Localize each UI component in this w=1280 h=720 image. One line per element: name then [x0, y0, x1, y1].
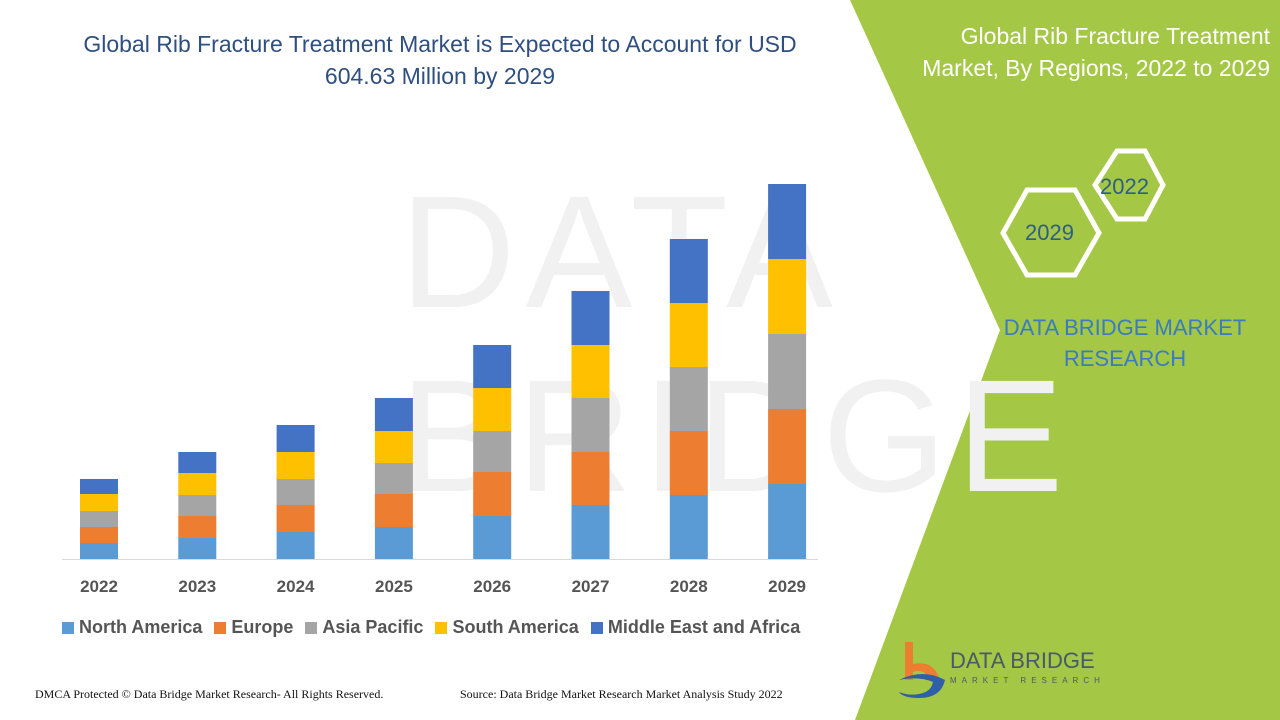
x-tick-label: 2022: [80, 577, 118, 596]
bar-segment-north-america-2027: [571, 505, 610, 559]
x-tick-label: 2026: [473, 577, 511, 596]
bar-segment-north-america-2024: [276, 532, 315, 559]
bar-segment-europe-2029: [768, 409, 807, 484]
bar-segment-north-america-2028: [669, 495, 708, 559]
legend-label: Middle East and Africa: [607, 617, 801, 637]
legend-item: North America: [62, 617, 202, 638]
bar-segment-south-america-2028: [669, 303, 708, 367]
bar-segment-north-america-2022: [80, 543, 118, 559]
bar-segment-middle-east-and-africa-2024: [276, 425, 315, 452]
bar-segment-europe-2022: [80, 527, 118, 543]
footer-copyright: DMCA Protected © Data Bridge Market Rese…: [35, 687, 384, 701]
legend-item: South America: [435, 617, 579, 638]
bar-segment-middle-east-and-africa-2023: [178, 452, 217, 473]
legend-swatch: [590, 621, 603, 634]
hexagon-icons: [1000, 148, 1166, 278]
legend-label: North America: [79, 617, 203, 637]
footer-source: Source: Data Bridge Market Research Mark…: [460, 687, 783, 701]
legend-swatch: [435, 621, 448, 634]
legend-label: Asia Pacific: [322, 617, 424, 637]
bar-segment-asia-pacific-2027: [571, 398, 610, 452]
hex-label-2022: 2022: [1100, 174, 1149, 199]
bar-segment-europe-2026: [473, 472, 512, 516]
legend-swatch: [62, 621, 74, 634]
bar-segment-asia-pacific-2026: [473, 431, 512, 472]
logo-subtext: MARKET RESEARCH: [950, 676, 1105, 685]
bar-segment-south-america-2026: [473, 388, 512, 431]
bar-segment-south-america-2023: [178, 473, 217, 495]
bar-segment-south-america-2027: [571, 345, 610, 398]
bar-segment-europe-2027: [571, 452, 610, 505]
bar-segment-europe-2025: [374, 494, 413, 527]
legend-item: Middle East and Africa: [590, 617, 801, 638]
bar-segment-south-america-2025: [374, 431, 413, 463]
x-tick-label: 2029: [768, 577, 806, 596]
legend-swatch: [305, 621, 318, 634]
bar-segment-europe-2024: [276, 505, 315, 532]
data-bridge-logo-icon: [899, 642, 945, 698]
legend-label: South America: [452, 617, 579, 637]
legend-item: Europe: [214, 617, 293, 638]
bar-segment-middle-east-and-africa-2028: [669, 239, 708, 303]
bar-segment-middle-east-and-africa-2022: [80, 479, 118, 494]
bar-segment-middle-east-and-africa-2029: [768, 184, 807, 259]
stacked-bar-chart: 2022 2023 2024 2025 2026 2027 2028 2029: [62, 184, 818, 596]
bar-segment-asia-pacific-2022: [80, 511, 118, 527]
bar-segment-asia-pacific-2025: [374, 463, 413, 494]
bar-segment-north-america-2025: [374, 527, 413, 559]
bar-segment-middle-east-and-africa-2026: [473, 345, 512, 388]
chart-title: Global Rib Fracture Treatment Market is …: [83, 31, 797, 89]
bar-segment-europe-2023: [178, 516, 217, 538]
bar-segment-north-america-2029: [768, 484, 807, 559]
bar-segment-middle-east-and-africa-2025: [374, 398, 413, 431]
bar-segment-middle-east-and-africa-2027: [571, 291, 610, 345]
x-tick-label: 2023: [178, 577, 216, 596]
bar-segment-north-america-2023: [178, 538, 217, 559]
brand-text: DATA BRIDGE MARKET RESEARCH: [1003, 315, 1247, 371]
x-tick-label: 2027: [572, 577, 610, 596]
side-title: Global Rib Fracture Treatment Market, By…: [922, 23, 1270, 81]
bar-segment-asia-pacific-2024: [276, 479, 315, 505]
bar-segment-asia-pacific-2023: [178, 495, 217, 516]
logo-text: DATA BRIDGE: [950, 648, 1095, 673]
x-tick-label: 2025: [375, 577, 413, 596]
legend-swatch: [214, 621, 227, 634]
bar-segment-south-america-2029: [768, 259, 807, 334]
legend-item: Asia Pacific: [305, 617, 423, 638]
bar-segment-south-america-2024: [276, 452, 315, 479]
x-tick-label: 2028: [670, 577, 708, 596]
x-tick-label: 2024: [277, 577, 315, 596]
legend-label: Europe: [231, 617, 294, 637]
bar-segment-europe-2028: [669, 431, 708, 495]
bar-segment-asia-pacific-2029: [768, 334, 807, 409]
hex-label-2029: 2029: [1025, 220, 1074, 245]
legend: North America Europe Asia Pacific South Ame…: [62, 617, 800, 638]
bar-segment-asia-pacific-2028: [669, 367, 708, 431]
bar-segment-north-america-2026: [473, 516, 512, 559]
bar-segment-south-america-2022: [80, 494, 118, 511]
